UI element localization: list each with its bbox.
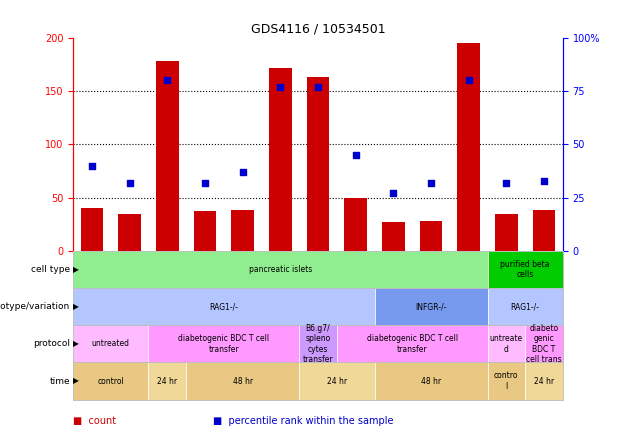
- Bar: [420, 221, 442, 251]
- Bar: [344, 198, 367, 251]
- Text: untreated: untreated: [92, 339, 130, 349]
- Point: [350, 151, 361, 159]
- Text: 48 hr: 48 hr: [233, 377, 252, 385]
- Text: diabeto
genic
BDC T
cell trans: diabeto genic BDC T cell trans: [526, 324, 562, 364]
- Bar: [194, 211, 216, 251]
- Text: diabetogenic BDC T cell
transfer: diabetogenic BDC T cell transfer: [178, 334, 270, 353]
- Bar: [495, 214, 518, 251]
- Point: [275, 83, 286, 90]
- Point: [162, 77, 172, 84]
- Text: 48 hr: 48 hr: [421, 377, 441, 385]
- Point: [426, 179, 436, 186]
- Text: pancreatic islets: pancreatic islets: [249, 265, 312, 274]
- Text: protocol: protocol: [33, 339, 70, 349]
- Text: RAG1-/-: RAG1-/-: [511, 302, 540, 311]
- Text: diabetogenic BDC T cell
transfer: diabetogenic BDC T cell transfer: [366, 334, 458, 353]
- Text: ■  count: ■ count: [73, 416, 116, 426]
- Point: [313, 83, 323, 90]
- Point: [125, 179, 135, 186]
- Text: ▶: ▶: [73, 377, 78, 385]
- Text: untreate
d: untreate d: [490, 334, 523, 353]
- Point: [200, 179, 210, 186]
- Text: time: time: [50, 377, 70, 385]
- Point: [87, 162, 97, 169]
- Point: [238, 168, 248, 175]
- Text: genotype/variation: genotype/variation: [0, 302, 70, 311]
- Text: control: control: [97, 377, 124, 385]
- Title: GDS4116 / 10534501: GDS4116 / 10534501: [251, 22, 385, 35]
- Bar: [81, 208, 103, 251]
- Text: purified beta
cells: purified beta cells: [501, 260, 550, 279]
- Text: 24 hr: 24 hr: [327, 377, 347, 385]
- Text: 24 hr: 24 hr: [534, 377, 554, 385]
- Point: [539, 177, 549, 184]
- Bar: [307, 77, 329, 251]
- Bar: [156, 61, 179, 251]
- Text: ■  percentile rank within the sample: ■ percentile rank within the sample: [213, 416, 394, 426]
- Text: ▶: ▶: [73, 339, 78, 349]
- Bar: [382, 222, 404, 251]
- Text: ▶: ▶: [73, 302, 78, 311]
- Bar: [457, 43, 480, 251]
- Bar: [118, 214, 141, 251]
- Point: [388, 190, 398, 197]
- Bar: [269, 67, 292, 251]
- Point: [464, 77, 474, 84]
- Text: ▶: ▶: [73, 265, 78, 274]
- Text: RAG1-/-: RAG1-/-: [209, 302, 238, 311]
- Point: [501, 179, 511, 186]
- Bar: [533, 210, 555, 251]
- Bar: [232, 210, 254, 251]
- Text: contro
l: contro l: [494, 371, 518, 391]
- Text: B6.g7/
spleno
cytes
transfer: B6.g7/ spleno cytes transfer: [303, 324, 333, 364]
- Text: 24 hr: 24 hr: [157, 377, 177, 385]
- Text: INFGR-/-: INFGR-/-: [415, 302, 446, 311]
- Text: cell type: cell type: [31, 265, 70, 274]
